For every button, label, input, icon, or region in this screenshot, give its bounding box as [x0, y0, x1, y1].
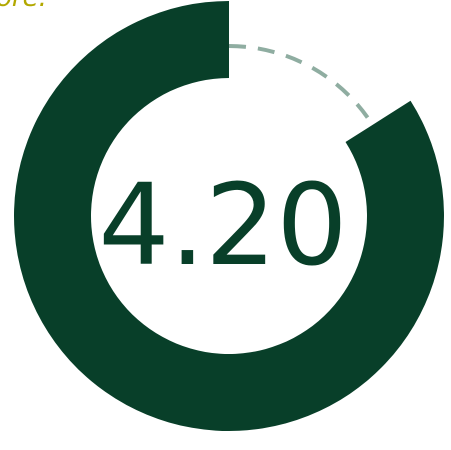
filled-arc — [13, 1, 444, 431]
caption-text: ore. — [0, 0, 47, 13]
score-value: 4.20 — [98, 161, 347, 291]
remaining-arc — [228, 44, 375, 126]
